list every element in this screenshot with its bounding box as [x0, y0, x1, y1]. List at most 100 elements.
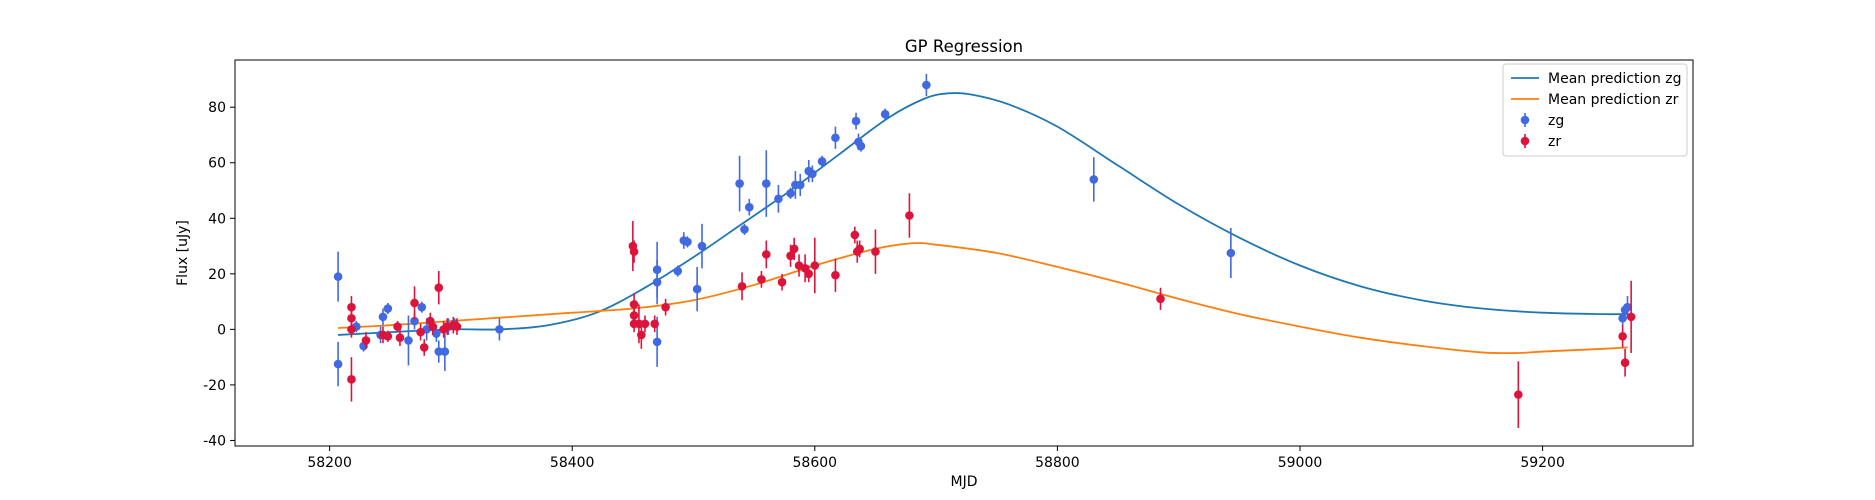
point-marker: [880, 109, 890, 119]
data-point-zr: [1620, 348, 1630, 377]
point-marker: [774, 194, 783, 204]
point-marker: [804, 269, 814, 279]
point-marker: [383, 304, 393, 313]
point-marker: [1618, 313, 1627, 323]
point-marker: [856, 141, 866, 151]
point-marker: [395, 333, 405, 342]
data-point-zr: [905, 193, 914, 238]
series-line-zr: [338, 242, 1628, 355]
data-point-zr: [789, 237, 799, 260]
point-marker: [761, 179, 771, 188]
legend-point-swatch: [1520, 115, 1530, 125]
legend-entry: zr: [1520, 134, 1561, 150]
data-point-zr: [629, 240, 639, 263]
point-marker: [757, 275, 766, 284]
point-marker: [1620, 358, 1630, 367]
data-point-zg: [795, 173, 805, 197]
point-marker: [786, 251, 795, 261]
data-point-zr: [416, 323, 425, 341]
legend-label: Mean prediction zr: [1548, 92, 1679, 108]
legend-box: [1502, 63, 1688, 157]
point-marker: [650, 319, 659, 329]
x-axis-label: MJD: [951, 474, 978, 490]
x-tick-label: 58800: [1035, 455, 1080, 471]
y-tick-label: 40: [208, 211, 226, 227]
data-point-zg: [683, 236, 692, 248]
point-marker: [434, 283, 444, 293]
point-marker: [740, 225, 749, 234]
data-point-zg: [1226, 228, 1236, 278]
legend-label: zg: [1548, 113, 1564, 129]
point-marker: [851, 116, 861, 126]
point-marker: [735, 179, 744, 188]
point-marker: [905, 211, 914, 220]
point-marker: [1089, 175, 1099, 184]
data-point-zr: [640, 315, 650, 333]
x-tick-label: 59000: [1278, 455, 1323, 471]
data-point-zr: [347, 321, 356, 338]
data-point-zg: [652, 259, 662, 305]
series-line-zg: [338, 92, 1628, 336]
point-marker: [383, 332, 393, 341]
point-marker: [808, 169, 817, 179]
data-point-zr: [650, 315, 659, 333]
point-marker: [786, 188, 795, 198]
point-marker: [855, 244, 864, 254]
point-marker: [417, 302, 427, 312]
y-axis: -40 -20 0 20 40 60 80: [203, 100, 235, 449]
data-point-zg: [817, 155, 827, 167]
plot-frame: [234, 59, 1694, 447]
point-marker: [789, 244, 799, 254]
data-point-zr: [428, 318, 438, 335]
point-marker: [652, 277, 662, 287]
point-marker: [871, 247, 880, 256]
data-point-zr: [761, 240, 771, 269]
point-marker: [416, 327, 425, 337]
point-marker: [378, 312, 388, 322]
data-point-zr: [361, 332, 371, 349]
data-point-zg: [440, 332, 450, 372]
data-point-zr: [871, 229, 880, 274]
series-points: [333, 73, 1636, 428]
point-marker: [361, 336, 371, 345]
data-point-zr: [831, 258, 840, 292]
data-point-zr: [452, 318, 462, 335]
point-marker: [1623, 302, 1632, 312]
data-point-zg: [745, 198, 754, 216]
point-marker: [1618, 332, 1627, 341]
legend-entry: zg: [1520, 113, 1564, 129]
point-marker: [629, 300, 639, 309]
point-marker: [692, 284, 702, 294]
data-point-zr: [737, 272, 747, 301]
data-point-zg: [856, 140, 866, 152]
data-point-zg: [808, 165, 817, 183]
x-tick-label: 59200: [1520, 455, 1565, 471]
point-marker: [404, 336, 413, 345]
x-tick-label: 58400: [550, 455, 595, 471]
chart-title: GP Regression: [905, 37, 1023, 56]
series-lines: [338, 92, 1628, 355]
data-point-zg: [417, 301, 427, 313]
point-marker: [795, 180, 805, 190]
legend: Mean prediction zg Mean prediction zr zg zr: [1502, 63, 1688, 157]
point-marker: [410, 298, 419, 308]
point-marker: [1514, 390, 1523, 399]
y-tick-label: -40: [203, 433, 226, 449]
point-marker: [452, 322, 462, 331]
point-marker: [761, 250, 771, 259]
point-marker: [1226, 248, 1236, 258]
point-marker: [777, 277, 787, 287]
y-tick-label: 60: [208, 156, 226, 172]
data-point-zr: [810, 237, 820, 294]
legend-entry: Mean prediction zr: [1511, 92, 1679, 108]
data-point-zr: [434, 271, 444, 305]
data-point-zr: [393, 321, 402, 333]
point-marker: [817, 157, 827, 166]
data-point-zr: [1514, 361, 1523, 428]
point-marker: [640, 319, 650, 329]
point-marker: [745, 202, 754, 212]
data-point-zg: [922, 73, 931, 97]
x-tick-label: 58600: [793, 455, 838, 471]
